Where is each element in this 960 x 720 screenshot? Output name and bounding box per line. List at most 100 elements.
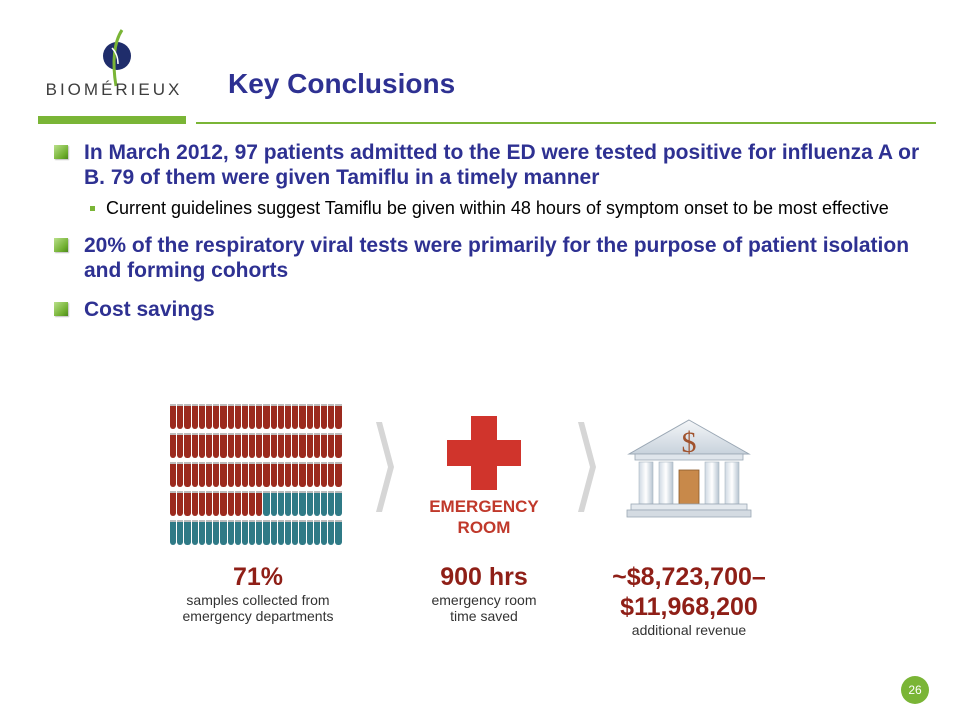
- samples-value: 71%: [232, 563, 284, 591]
- sample-tube-icon: [270, 491, 277, 516]
- er-label-line2: ROOM: [457, 518, 511, 537]
- sample-tube-icon: [335, 462, 342, 487]
- sample-tube-icon: [306, 404, 313, 429]
- sample-tube-icon: [170, 491, 177, 516]
- sample-tube-icon: [220, 520, 227, 545]
- samples-stat: 71% samples collected from emergency dep…: [160, 562, 356, 624]
- chevron-right-icon: [578, 422, 596, 512]
- sample-tube-icon: [263, 404, 270, 429]
- bullet-1-text: In March 2012, 97 patients admitted to t…: [84, 141, 920, 189]
- sample-tube-icon: [213, 520, 220, 545]
- emergency-room-label: EMERGENCY ROOM: [410, 496, 558, 538]
- sample-tube-icon: [270, 462, 277, 487]
- sample-tube-icon: [292, 404, 299, 429]
- sample-tube-icon: [306, 433, 313, 458]
- revenue-value-1: ~$8,723,700–: [612, 563, 766, 591]
- sample-tube-icon: [220, 404, 227, 429]
- sample-tube-icon: [191, 462, 198, 487]
- sample-tube-icon: [184, 491, 191, 516]
- bullet-list: In March 2012, 97 patients admitted to t…: [54, 140, 934, 322]
- sample-tube-icon: [213, 491, 220, 516]
- sample-tube-icon: [213, 433, 220, 458]
- sample-tube-icon: [320, 433, 328, 458]
- sample-tube-icon: [234, 404, 241, 429]
- sample-tube-icon: [184, 462, 191, 487]
- sample-tube-icon: [256, 404, 263, 429]
- cost-savings-infographic: EMERGENCY ROOM $ 71% samples collected f…: [0, 390, 960, 650]
- sample-tube-icon: [205, 491, 213, 516]
- sample-tube-icon: [198, 433, 205, 458]
- sample-tube-icon: [227, 433, 234, 458]
- logo-mark-icon: [103, 29, 131, 87]
- er-time-value: 900 hrs: [440, 563, 528, 591]
- logo-bar: [38, 116, 186, 124]
- bank-icon: [626, 419, 752, 518]
- sample-tube-icon: [320, 491, 328, 516]
- sample-tube-icon: [320, 404, 328, 429]
- sample-tube-icon: [191, 520, 198, 545]
- sample-tube-icon: [198, 520, 205, 545]
- sample-tube-icon: [234, 491, 241, 516]
- dollar-sign-icon: $: [681, 426, 697, 459]
- sample-tube-icon: [306, 491, 313, 516]
- samples-desc-2: emergency departments: [182, 608, 334, 624]
- sample-tube-icon: [263, 520, 270, 545]
- sample-tube-icon: [191, 491, 198, 516]
- sample-tube-icon: [198, 491, 205, 516]
- sample-tube-icon: [227, 491, 234, 516]
- sample-tube-icon: [335, 433, 342, 458]
- tube-row: [170, 491, 346, 516]
- sample-tube-icon: [285, 404, 292, 429]
- tube-row: [170, 462, 346, 487]
- sample-tube-icon: [256, 433, 263, 458]
- sample-tube-icon: [177, 462, 184, 487]
- sample-tube-icon: [205, 462, 213, 487]
- sample-tube-icon: [249, 520, 256, 545]
- bullet-3-text: Cost savings: [84, 298, 215, 321]
- sample-tube-icon: [249, 462, 256, 487]
- revenue-stat: ~$8,723,700– $11,968,200 additional reve…: [586, 562, 792, 638]
- er-label-line1: EMERGENCY: [429, 497, 539, 516]
- bullet-square-icon: [54, 238, 68, 252]
- sample-tube-icon: [177, 491, 184, 516]
- sample-tube-icon: [184, 404, 191, 429]
- bullet-1: In March 2012, 97 patients admitted to t…: [54, 140, 934, 219]
- sub-bullet-1-text: Current guidelines suggest Tamiflu be gi…: [106, 198, 889, 218]
- red-cross-icon: [447, 416, 521, 490]
- sample-tube-icon: [335, 520, 342, 545]
- sample-tube-icon: [170, 462, 177, 487]
- sample-tube-icon: [241, 491, 249, 516]
- sample-tube-icon: [191, 404, 198, 429]
- sample-tube-icon: [285, 462, 292, 487]
- sample-tube-icon: [234, 520, 241, 545]
- logo-text: BIOMÉRIEUX: [45, 80, 183, 99]
- sample-tube-icon: [177, 404, 184, 429]
- sample-tube-icon: [263, 462, 270, 487]
- sample-tube-icon: [198, 404, 205, 429]
- sample-tube-icon: [205, 433, 213, 458]
- bullet-square-icon: [54, 302, 68, 316]
- sample-tube-icon: [234, 433, 241, 458]
- sample-tube-icon: [184, 520, 191, 545]
- sample-tube-icon: [241, 462, 249, 487]
- sample-tube-icon: [313, 520, 320, 545]
- sample-tube-icon: [170, 520, 177, 545]
- bullet-square-icon: [54, 145, 68, 159]
- page-number: 26: [901, 676, 929, 704]
- sample-tube-icon: [256, 491, 263, 516]
- sample-tube-icon: [328, 520, 335, 545]
- sample-tube-icon: [313, 404, 320, 429]
- sample-tube-icon: [299, 404, 306, 429]
- sample-tube-icon: [263, 433, 270, 458]
- biomerieux-logo: BIOMÉRIEUX: [34, 28, 194, 126]
- sample-tube-icon: [306, 462, 313, 487]
- sample-tube-icon: [277, 433, 284, 458]
- sample-tube-icon: [277, 491, 284, 516]
- sub-bullet-1: Current guidelines suggest Tamiflu be gi…: [84, 197, 934, 219]
- tube-row: [170, 404, 346, 429]
- sample-tube-icon: [299, 491, 306, 516]
- sample-tube-icon: [198, 462, 205, 487]
- sample-tube-icon: [205, 520, 213, 545]
- sample-tube-icon: [213, 404, 220, 429]
- er-time-desc-2: time saved: [450, 608, 518, 624]
